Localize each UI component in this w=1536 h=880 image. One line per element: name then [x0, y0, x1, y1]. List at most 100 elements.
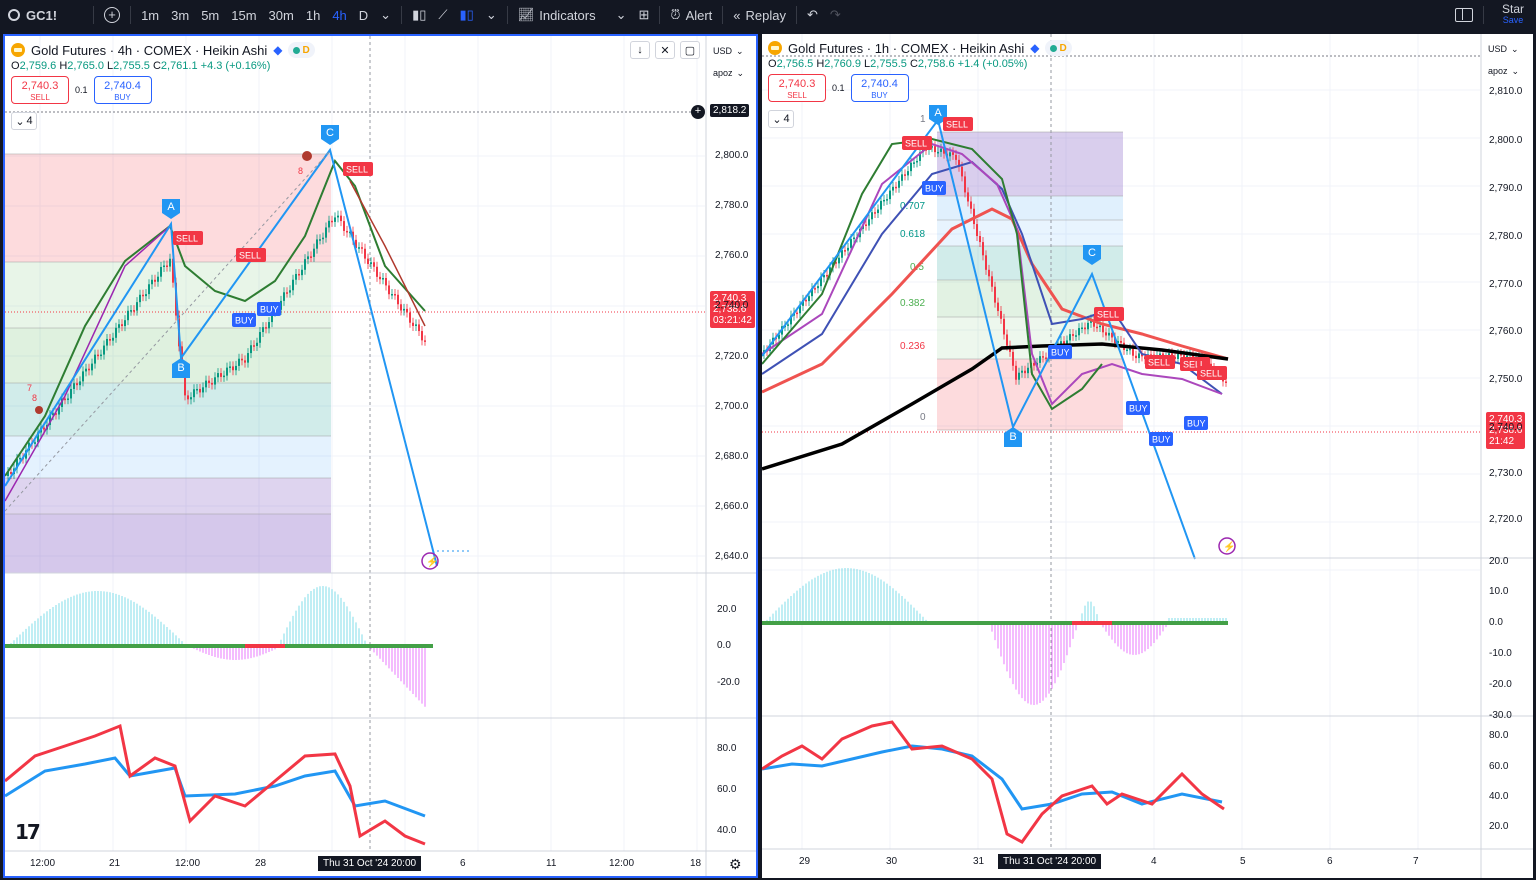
status-badge[interactable]: D	[1045, 40, 1072, 56]
candle-body	[76, 383, 78, 386]
lightning-glyph: ⚡	[1223, 540, 1235, 553]
trend-dashed-line	[5, 150, 331, 512]
fib-level-label: 1	[920, 114, 926, 125]
candle-body	[985, 255, 987, 270]
status-badge[interactable]: D	[288, 42, 315, 58]
symbol-search[interactable]: GC1!	[0, 0, 63, 30]
candle-body	[115, 327, 117, 338]
layout-split-button[interactable]	[1449, 0, 1479, 30]
interval-15m[interactable]: 15m	[231, 7, 257, 23]
scale-mode-select[interactable]: apoz ⌄	[713, 62, 744, 84]
redo-button[interactable]: ↷	[824, 0, 847, 30]
buy-button[interactable]: 2,740.4 BUY	[93, 76, 152, 104]
candle-body	[1063, 341, 1065, 344]
candle-type-button[interactable]: ▮▯	[406, 0, 432, 30]
buy-signal-box	[1126, 401, 1150, 415]
arrow-down-icon: ↓	[637, 44, 643, 56]
close-icon: ✕	[660, 44, 670, 57]
candle-body	[1177, 354, 1179, 359]
candle-body	[166, 265, 168, 268]
buy-signal-text: BUY	[1051, 348, 1070, 358]
alert-button[interactable]: ⏰︎ Alert	[664, 0, 718, 30]
indicators-button[interactable]: 📈︎ Indicators	[512, 0, 602, 30]
heikin-ashi-button[interactable]: ▮▯	[454, 0, 480, 30]
candle-body	[1018, 372, 1020, 380]
bar-countdown: 21:42	[1489, 436, 1515, 447]
candle-body	[19, 457, 21, 460]
topbar-right: Star Save	[1449, 0, 1536, 30]
candle-body	[382, 277, 384, 280]
sell-signal-text: SELL	[1200, 369, 1222, 379]
replay-button[interactable]: «Replay	[727, 0, 792, 30]
interval-3m[interactable]: 3m	[171, 7, 190, 23]
buy-price: 2,740.4	[104, 80, 141, 92]
interval-dropdown[interactable]: ⌄	[374, 0, 397, 30]
line-type-button[interactable]: ⟋	[432, 0, 453, 30]
candle-body	[262, 327, 264, 333]
currency-select[interactable]: USD ⌄	[1488, 38, 1519, 60]
rsi-axis-label: 40.0	[1489, 791, 1509, 802]
interval-4h[interactable]: 4h	[332, 7, 347, 23]
rsi-line-red	[762, 720, 1225, 844]
candle-body	[1003, 318, 1005, 335]
last-price-label: 2,740.3 2,738.6 03:21:42	[710, 291, 755, 328]
h-label: H	[59, 60, 68, 72]
chart-panel-left[interactable]: A B C SELL SELL SELL BUY BUY 7 8 8 ⚡ Gold Futures ·…	[3, 34, 758, 878]
currency-select[interactable]: USD ⌄	[713, 40, 744, 62]
chart-canvas-right[interactable]: 10.7070.6180.50.3820.2360ABCSELLSELLSELL…	[762, 34, 1533, 878]
heikin-ashi-icon: ▮▯	[459, 7, 474, 22]
close-value: 2,758.6	[917, 58, 955, 70]
buy-signal-text: BUY	[1129, 404, 1148, 414]
candle-body	[892, 186, 894, 191]
candle-body	[130, 310, 132, 312]
candle-body	[964, 176, 966, 193]
undo-button[interactable]: ↶	[801, 0, 824, 30]
candle-body	[10, 472, 12, 474]
alert-label: Alert	[685, 7, 713, 23]
marker-dot	[302, 151, 312, 161]
add-alert-icon[interactable]: +	[691, 105, 705, 119]
candle-body	[1159, 353, 1161, 357]
maximize-icon: ▢	[684, 44, 696, 57]
interval-1h[interactable]: 1h	[305, 7, 321, 23]
interval-5m[interactable]: 5m	[201, 7, 220, 23]
interval-1m[interactable]: 1m	[141, 7, 160, 23]
buy-button[interactable]: 2,740.4 BUY	[850, 74, 909, 102]
interval-d[interactable]: D	[358, 7, 369, 23]
indicators-label: Indicators	[539, 7, 596, 23]
layout-button[interactable]: ⊞	[633, 0, 656, 30]
settings-gear-icon[interactable]: ⚙︎	[729, 856, 742, 872]
maximize-pane-button[interactable]: ▢	[680, 41, 700, 59]
scale-mode-select[interactable]: apoz ⌄	[1488, 60, 1519, 82]
buy-signal-box	[257, 302, 281, 316]
compare-button[interactable]: +	[98, 0, 126, 30]
high-value: 2,765.0	[67, 60, 104, 72]
candle-body	[1006, 334, 1008, 346]
candle-body	[949, 152, 951, 157]
time-crosshair-label: Thu 31 Oct '24 20:00	[998, 854, 1102, 869]
flag-icon[interactable]: ◆	[273, 43, 283, 57]
sell-button[interactable]: 2,740.3 SELL	[768, 74, 826, 102]
candle-body	[85, 368, 87, 372]
candle-body	[148, 284, 150, 295]
sell-button[interactable]: 2,740.3 SELL	[11, 76, 69, 104]
star-save-button[interactable]: Star Save	[1488, 3, 1536, 26]
indicators-dropdown[interactable]: ⌄	[610, 0, 633, 30]
redo-icon: ↷	[829, 7, 841, 22]
candle-body	[1120, 340, 1122, 343]
move-down-button[interactable]: ↓	[630, 41, 650, 59]
chart-panel-right[interactable]: 1 0.707 0.618 0.5 0.382 0.236 0 A B C SELL SELL SELL…	[762, 34, 1533, 878]
indicator-count: 4	[26, 115, 33, 127]
indicators-collapse-button[interactable]: ⌄ 4	[11, 112, 37, 130]
buy-signal-box	[922, 181, 946, 195]
candle-body	[877, 209, 879, 214]
flag-icon[interactable]: ◆	[1030, 41, 1040, 55]
close-pane-button[interactable]: ✕	[655, 41, 675, 59]
delayed-icon: D	[1059, 42, 1067, 54]
o-label: O	[11, 60, 20, 72]
candle-body	[184, 368, 186, 396]
interval-30m[interactable]: 30m	[268, 7, 294, 23]
indicators-collapse-button[interactable]: ⌄ 4	[768, 110, 794, 128]
chart-type-dropdown[interactable]: ⌄	[480, 0, 503, 30]
